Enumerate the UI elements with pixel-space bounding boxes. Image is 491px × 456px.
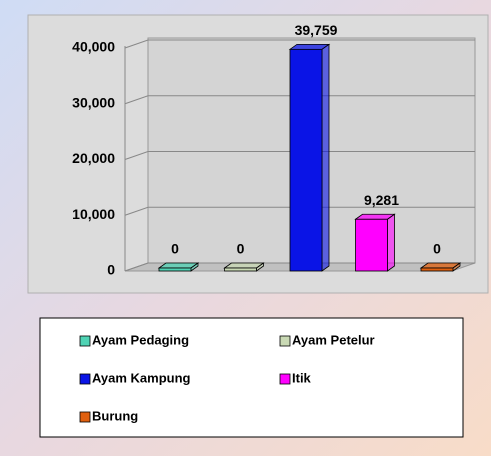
- grid-line: [124, 151, 475, 160]
- y-tick-label: 0: [107, 262, 115, 278]
- grid-line: [124, 206, 475, 216]
- data-label: 0: [171, 241, 179, 257]
- data-label: 9,281: [364, 192, 399, 208]
- legend-label: Ayam Petelur: [292, 332, 375, 347]
- data-label: 0: [433, 241, 441, 257]
- y-tick-label: 20,000: [72, 150, 115, 166]
- legend: [39, 317, 464, 438]
- bar: [289, 48, 323, 272]
- legend-label: Ayam Pedaging: [92, 332, 189, 347]
- y-tick-label: 10,000: [72, 206, 115, 222]
- grid-line: [124, 39, 475, 49]
- grid-line: [124, 95, 475, 105]
- y-tick-label: 30,000: [72, 94, 115, 110]
- y-tick-label: 40,000: [72, 39, 115, 55]
- data-label: 39,759: [295, 22, 338, 38]
- legend-swatch: [79, 373, 91, 385]
- legend-label: Ayam Kampung: [92, 370, 191, 385]
- bar-side: [321, 43, 330, 272]
- legend-label: Itik: [292, 370, 312, 385]
- bar: [355, 218, 388, 272]
- bar: [420, 267, 454, 272]
- bar: [224, 267, 257, 272]
- legend-swatch: [279, 335, 291, 347]
- bar: [158, 267, 192, 272]
- legend-swatch: [279, 373, 291, 385]
- legend-label: Burung: [92, 408, 138, 423]
- legend-swatch: [79, 335, 91, 347]
- data-label: 0: [237, 241, 245, 257]
- legend-swatch: [79, 411, 91, 423]
- bar-side: [387, 213, 395, 272]
